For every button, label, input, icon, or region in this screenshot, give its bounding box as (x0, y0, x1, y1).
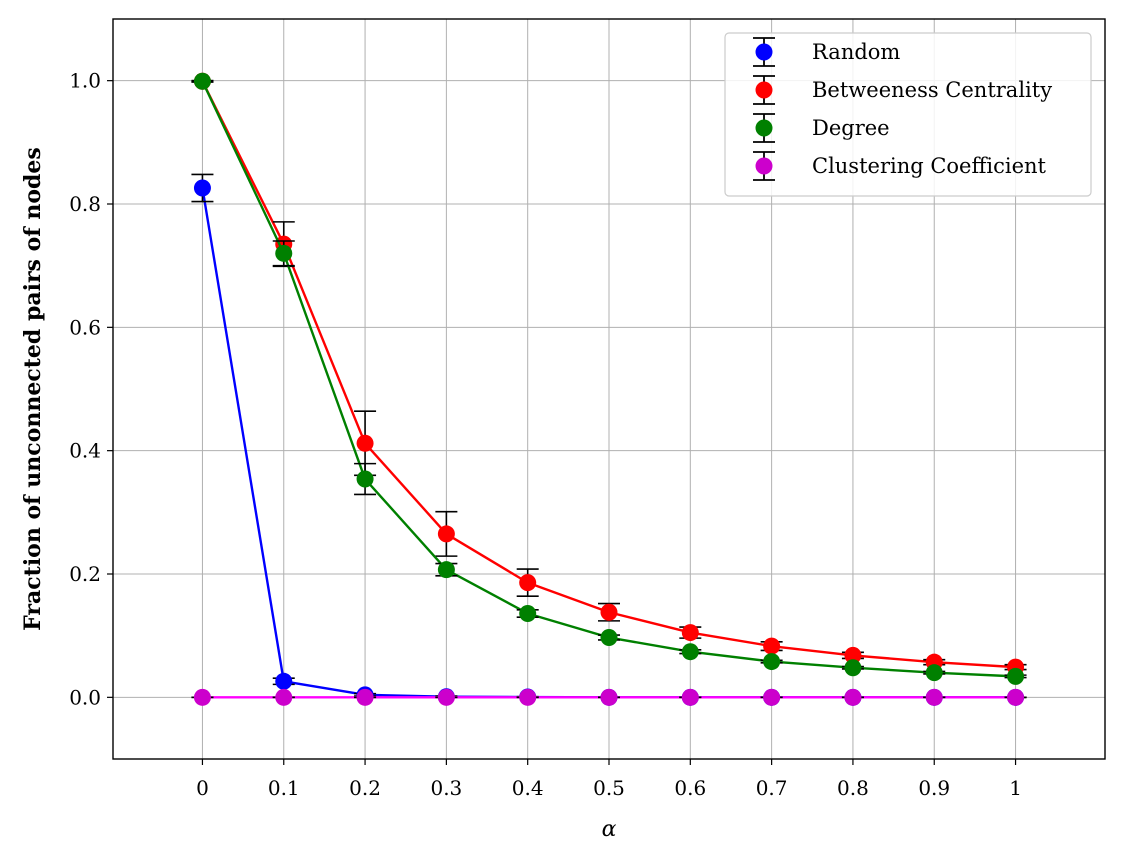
series-3 (191, 688, 1027, 706)
data-point (844, 688, 862, 706)
series-1 (191, 72, 1027, 676)
y-tick-label: 1.0 (69, 69, 101, 93)
data-point (437, 688, 455, 706)
x-axis-label: α (602, 817, 617, 842)
data-point (763, 637, 781, 655)
data-point (844, 659, 862, 677)
legend-entry: Clustering Coefficient (753, 151, 1047, 181)
y-tick-label: 0.8 (69, 192, 101, 216)
data-point (193, 688, 211, 706)
y-tick-label: 0.2 (69, 562, 101, 586)
data-point (519, 574, 537, 592)
data-point (519, 688, 537, 706)
x-tick-label: 0.1 (268, 776, 300, 800)
series-2 (191, 72, 1027, 685)
data-point (763, 688, 781, 706)
legend-marker (755, 43, 773, 61)
legend-box (724, 32, 1092, 197)
data-point (356, 470, 374, 488)
data-point (925, 688, 943, 706)
data-point (275, 688, 293, 706)
x-tick-label: 0.2 (349, 776, 381, 800)
data-point (193, 72, 211, 90)
x-tick-label: 0.6 (674, 776, 706, 800)
data-point (1007, 688, 1025, 706)
y-tick-label: 0.0 (69, 685, 101, 709)
legend-label: Betweeness Centrality (812, 78, 1052, 102)
legend-entry: Betweeness Centrality (753, 75, 1052, 105)
legend-label: Clustering Coefficient (812, 154, 1047, 178)
legend-marker (755, 157, 773, 175)
data-point (356, 688, 374, 706)
plot-series (191, 72, 1027, 706)
data-point (193, 179, 211, 197)
axis-ticks: 0 0.1 0.2 0.3 0.4 0.5 0.6 0.7 0.8 0.9 1 0.0 0.2 0.4 0.… (69, 69, 1022, 800)
legend-label: Degree (812, 116, 890, 140)
legend: Random Betweeness Centrality Degree Cluster… (724, 32, 1092, 197)
legend-marker (755, 119, 773, 137)
data-point (1007, 667, 1025, 685)
y-axis-label: Fraction of unconnected pairs of nodes (20, 147, 46, 631)
data-point (275, 244, 293, 262)
data-point (275, 672, 293, 690)
data-point (356, 434, 374, 452)
x-tick-label: 0.5 (593, 776, 625, 800)
x-tick-label: 1 (1009, 776, 1022, 800)
x-tick-label: 0.8 (837, 776, 869, 800)
data-point (844, 646, 862, 664)
data-point (437, 525, 455, 543)
x-tick-label: 0.9 (918, 776, 950, 800)
x-tick-label: 0.7 (756, 776, 788, 800)
x-tick-label: 0.4 (512, 776, 544, 800)
legend-entry: Degree (753, 113, 890, 143)
legend-entry: Random (753, 37, 900, 67)
x-tick-label: 0.3 (430, 776, 462, 800)
legend-label: Random (812, 40, 900, 64)
legend-marker (755, 81, 773, 99)
data-point (681, 643, 699, 661)
data-point (600, 603, 618, 621)
data-point (763, 653, 781, 671)
data-point (437, 561, 455, 579)
y-tick-label: 0.4 (69, 439, 101, 463)
data-point (600, 629, 618, 647)
x-tick-label: 0 (196, 776, 209, 800)
data-point (925, 664, 943, 682)
y-tick-label: 0.6 (69, 315, 101, 339)
data-point (681, 688, 699, 706)
data-point (681, 624, 699, 642)
data-point (600, 688, 618, 706)
data-point (519, 604, 537, 622)
